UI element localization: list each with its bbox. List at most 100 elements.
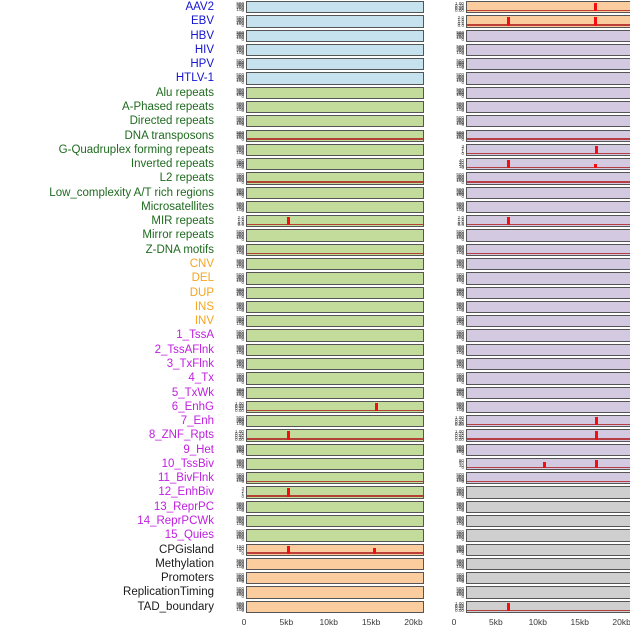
track-row: Low_complexity A/T rich regions 500 400 300… bbox=[0, 186, 630, 200]
panel-gap bbox=[424, 157, 438, 171]
y-tick-label: 100 bbox=[456, 378, 464, 384]
track-panel-right bbox=[466, 372, 630, 385]
track-row-label: 14_ReprPCWk bbox=[137, 515, 214, 528]
y-axis-ticks-left: 500 400 300 200 100 0 bbox=[218, 200, 246, 214]
track-row-label: MIR repeats bbox=[151, 215, 214, 228]
y-tick-label: 400 bbox=[236, 530, 244, 536]
y-tick-label: 200 bbox=[236, 19, 244, 25]
track-panel-left bbox=[246, 200, 424, 214]
y-tick-label: 300 bbox=[456, 332, 464, 338]
x-tick-label: 0 bbox=[451, 617, 457, 627]
y-tick-label: 200 bbox=[456, 119, 464, 125]
y-tick-label: 0.0 bbox=[237, 222, 244, 228]
track-panel-right bbox=[466, 29, 630, 42]
y-axis-ticks-left: 500 400 300 200 100 0 bbox=[218, 157, 246, 171]
y-axis-ticks-right: 500 400 300 200 100 0 bbox=[438, 328, 466, 342]
track-panel-left bbox=[246, 158, 424, 171]
y-tick-label: 200 bbox=[456, 505, 464, 511]
track-baseline bbox=[467, 166, 630, 169]
y-tick-label: 400 bbox=[236, 473, 244, 479]
y-tick-label: 400 bbox=[456, 473, 464, 479]
y-tick-label: 500 bbox=[236, 258, 244, 264]
y-tick-label: 500 bbox=[456, 500, 464, 506]
y-tick-label: 400 bbox=[236, 45, 244, 51]
y-tick-label: 100 bbox=[236, 577, 244, 583]
y-tick-label: 400 bbox=[236, 602, 244, 608]
track-panel-right bbox=[466, 1, 630, 14]
y-tick-label: 300 bbox=[236, 318, 244, 324]
track-panel-left bbox=[246, 29, 424, 42]
y-axis-ticks-left: 500 400 300 200 100 0 bbox=[218, 314, 246, 328]
y-tick-label: 0 bbox=[241, 365, 244, 371]
y-tick-label: 0.0 bbox=[457, 22, 464, 28]
y-tick-label: 400 bbox=[456, 45, 464, 51]
y-tick-label: 400 bbox=[236, 373, 244, 379]
y-tick-label: 500 bbox=[236, 29, 244, 35]
y-tick-label: 400 bbox=[456, 59, 464, 65]
track-panel-right bbox=[466, 543, 630, 556]
track-panel-right bbox=[466, 86, 630, 99]
track-panel-right bbox=[466, 115, 630, 128]
panel-gap bbox=[424, 171, 438, 185]
panel-gap bbox=[424, 14, 438, 28]
y-axis-ticks-left: 500 400 300 200 100 0 bbox=[218, 357, 246, 371]
y-tick-label: 200 bbox=[236, 362, 244, 368]
y-tick-label: 500 bbox=[236, 386, 244, 392]
y-tick-label: 200 bbox=[236, 76, 244, 82]
y-tick-label: 400 bbox=[236, 345, 244, 351]
y-axis-ticks-left: 500 400 300 200 100 0 bbox=[218, 243, 246, 257]
y-tick-label: 200 bbox=[236, 62, 244, 68]
panel-gap bbox=[424, 43, 438, 57]
y-tick-label: 0 bbox=[241, 450, 244, 456]
y-tick-label: 500 bbox=[456, 258, 464, 264]
y-axis-ticks-right: 500 400 300 200 100 0 bbox=[438, 400, 466, 414]
y-tick-label: 100 bbox=[456, 492, 464, 498]
y-tick-label: 300 bbox=[456, 203, 464, 209]
y-tick-label: 300 bbox=[456, 318, 464, 324]
y-axis-ticks-right: 1.00 0.75 0.50 0.25 0.00 bbox=[438, 414, 466, 428]
track-panel-left bbox=[246, 100, 424, 114]
y-tick-label: 100 bbox=[456, 535, 464, 541]
y-tick-label: 0 bbox=[241, 279, 244, 285]
y-tick-label: 50 bbox=[238, 548, 244, 554]
y-tick-label: 0.50 bbox=[235, 432, 244, 438]
y-tick-label: 200 bbox=[236, 176, 244, 182]
y-tick-label: 300 bbox=[456, 89, 464, 95]
panel-gap bbox=[424, 514, 438, 528]
y-tick-label: 0 bbox=[241, 122, 244, 128]
y-tick-label: 0.50 bbox=[455, 4, 464, 10]
y-tick-label: 400 bbox=[456, 587, 464, 593]
track-panel-left bbox=[246, 429, 424, 442]
y-tick-label: 300 bbox=[236, 346, 244, 352]
y-axis-ticks-left: 500 400 300 200 100 0 bbox=[218, 386, 246, 400]
track-panel-left bbox=[246, 557, 424, 571]
y-axis-ticks-right: 500 400 300 200 100 0 bbox=[438, 571, 466, 585]
y-tick-label: 500 bbox=[456, 243, 464, 249]
y-tick-label: 400 bbox=[236, 245, 244, 251]
y-tick-label: 500 bbox=[456, 586, 464, 592]
panel-gap bbox=[424, 414, 438, 428]
track-row-label: HTLV-1 bbox=[175, 72, 214, 85]
y-tick-label: 400 bbox=[456, 445, 464, 451]
panel-gap bbox=[424, 186, 438, 200]
y-tick-label: 500 bbox=[236, 1, 244, 6]
y-tick-label: 200 bbox=[236, 190, 244, 196]
y-tick-label: 100 bbox=[236, 63, 244, 69]
y-tick-label: 200 bbox=[236, 48, 244, 54]
y-tick-label: 0 bbox=[461, 236, 464, 242]
panel-gap bbox=[424, 214, 438, 228]
track-panel-right bbox=[466, 258, 630, 271]
track-panel-left bbox=[246, 343, 424, 356]
y-tick-label: 300 bbox=[236, 517, 244, 523]
panel-gap bbox=[424, 100, 438, 114]
y-tick-label: 0 bbox=[241, 179, 244, 185]
track-row-label: 13_ReprPC bbox=[153, 500, 214, 513]
track-panel-right bbox=[466, 443, 630, 456]
track-row-label: Methylation bbox=[155, 557, 214, 570]
y-axis-ticks-left: 500 400 300 200 100 0 bbox=[218, 571, 246, 585]
y-tick-label: 100 bbox=[236, 206, 244, 212]
y-axis-ticks-left: 500 400 300 200 100 0 bbox=[218, 414, 246, 428]
y-tick-label: 400 bbox=[456, 359, 464, 365]
y-tick-label: 500 bbox=[456, 200, 464, 206]
y-tick-label: 0 bbox=[241, 108, 244, 114]
